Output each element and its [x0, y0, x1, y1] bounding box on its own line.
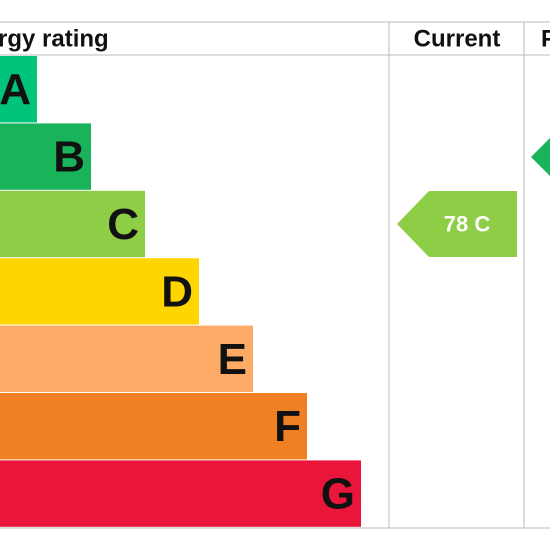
- header-potential: P: [541, 25, 550, 52]
- band-letter: A: [0, 65, 31, 114]
- header-title: rgy rating: [0, 25, 109, 52]
- band-letter: D: [161, 267, 193, 316]
- band-bar: [0, 123, 91, 190]
- current-arrow: [397, 191, 517, 257]
- current-label: 78 C: [444, 212, 491, 237]
- band-bar: [0, 460, 361, 527]
- band-letter: B: [53, 133, 85, 182]
- band-bar: [0, 56, 37, 123]
- band-letter: F: [274, 402, 301, 451]
- band-letter: E: [218, 335, 247, 384]
- band-letter: C: [107, 200, 139, 249]
- band-bar: [0, 190, 145, 258]
- potential-arrow: [531, 138, 550, 176]
- band-bar: [0, 325, 253, 392]
- band-bar: [0, 393, 307, 460]
- header-current: Current: [414, 25, 501, 52]
- band-bar: [0, 258, 199, 325]
- band-letter: G: [321, 470, 355, 519]
